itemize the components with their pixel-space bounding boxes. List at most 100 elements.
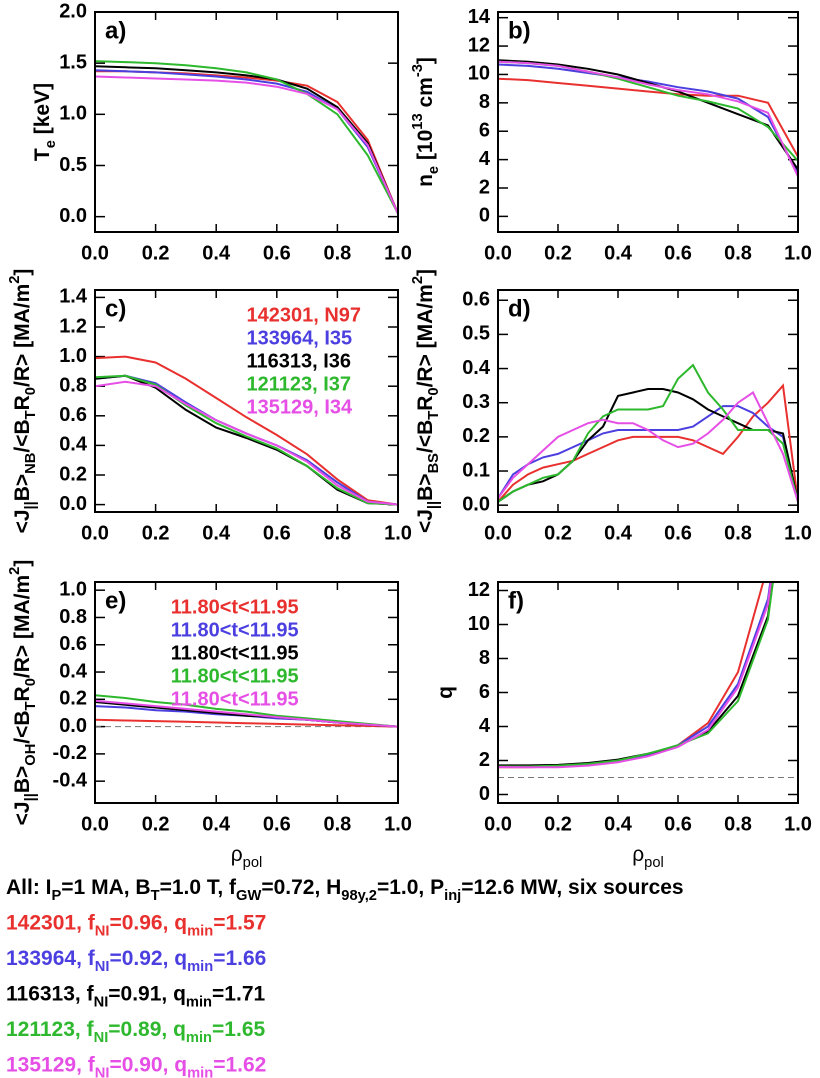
x-tick-label: 1.0 bbox=[384, 813, 412, 835]
y-tick-label: 10 bbox=[468, 613, 490, 635]
y-tick-label: 14 bbox=[468, 6, 491, 28]
y-axis-label: <J||B>BS/<BTR0/R> [MA/m2] bbox=[410, 269, 442, 533]
text-part: NI bbox=[95, 959, 110, 975]
plot-area bbox=[95, 694, 398, 728]
x-tick-label: 0.4 bbox=[604, 813, 633, 835]
y-tick-label: 2 bbox=[479, 749, 490, 771]
text-part: =0.91, q bbox=[108, 982, 186, 1005]
series-line bbox=[498, 582, 765, 769]
x-tick-label: 0.2 bbox=[544, 242, 572, 264]
text-part: =1.71 bbox=[212, 982, 265, 1005]
series-line bbox=[498, 405, 798, 503]
y-tick-label: 0.0 bbox=[59, 493, 87, 515]
y-axis-label: ne [1013 cm-3] bbox=[410, 57, 442, 187]
x-tick-label: 0.8 bbox=[323, 242, 351, 264]
x-tick-label: 1.0 bbox=[384, 522, 412, 544]
series-line bbox=[95, 374, 398, 506]
x-tick-label: 0.4 bbox=[604, 242, 633, 264]
text-part: =1.0 T, f bbox=[160, 876, 237, 899]
text-part: min bbox=[187, 1065, 213, 1078]
series-line bbox=[95, 718, 398, 728]
series-line bbox=[498, 582, 774, 768]
text-part: n bbox=[414, 174, 437, 187]
x-tick-label: 0.6 bbox=[263, 813, 291, 835]
text-part: cm bbox=[414, 77, 437, 113]
text-part: ] bbox=[11, 560, 34, 567]
panel-label: d) bbox=[508, 295, 531, 322]
text-part: =1.0, P bbox=[377, 876, 444, 899]
series-line bbox=[95, 69, 398, 215]
y-tick-label: 1.4 bbox=[59, 286, 88, 308]
text-part: NI bbox=[94, 1030, 109, 1046]
x-tick-label: 0.2 bbox=[544, 813, 572, 835]
y-tick-label: 0.8 bbox=[59, 606, 87, 628]
plot-area bbox=[95, 60, 398, 215]
text-part: /<B bbox=[11, 710, 34, 743]
plot-frame bbox=[94, 289, 399, 513]
y-tick-label: 0.3 bbox=[462, 391, 490, 413]
legend-entry: 133964, I35 bbox=[247, 327, 353, 349]
plot-frame bbox=[497, 289, 799, 513]
text-part: 135129, f bbox=[6, 1053, 96, 1076]
y-tick-label: 1.0 bbox=[59, 103, 87, 125]
text-part: 98y,2 bbox=[341, 888, 377, 904]
text-part: ρ bbox=[231, 843, 243, 866]
text-part: 2 bbox=[7, 567, 23, 575]
y-tick-label: 0.2 bbox=[59, 463, 87, 485]
x-tick-label: 0.0 bbox=[81, 242, 109, 264]
text-part: /<B bbox=[414, 420, 437, 453]
footer-line: 116313, fNI=0.91, qmin=1.71 bbox=[6, 982, 266, 1010]
text-part: 121123, f bbox=[6, 1018, 95, 1041]
series-line bbox=[498, 582, 774, 767]
text-part: R bbox=[11, 395, 34, 410]
text-part: e bbox=[43, 140, 59, 148]
footer-line: All: IP=1 MA, BT=1.0 T, fGW=0.72, H98y,2… bbox=[6, 876, 684, 904]
text-part: NB bbox=[23, 453, 39, 474]
text-part: =0.92, q bbox=[109, 947, 187, 970]
x-tick-label: 0.8 bbox=[724, 242, 752, 264]
series-line bbox=[95, 70, 398, 214]
plot-area bbox=[498, 582, 774, 769]
text-part: T bbox=[23, 701, 39, 710]
text-part: /<B bbox=[11, 419, 34, 452]
x-tick-label: 0.0 bbox=[81, 813, 109, 835]
text-part: ] bbox=[414, 269, 437, 276]
y-axis-label: <J||B>NB/<BTR0/R> [MA/m2] bbox=[7, 269, 39, 534]
text-part: B> bbox=[11, 474, 34, 501]
text-part: 142301, f bbox=[6, 911, 96, 934]
y-tick-label: 2.0 bbox=[59, 0, 87, 22]
plot-frame bbox=[497, 11, 799, 233]
footer-line: 142301, fNI=0.96, qmin=1.57 bbox=[6, 911, 266, 939]
y-tick-label: 0.1 bbox=[462, 459, 490, 481]
text-part: <J bbox=[11, 801, 34, 825]
text-part: =0.90, q bbox=[109, 1053, 187, 1076]
series-line bbox=[95, 694, 398, 728]
y-tick-label: 1.0 bbox=[59, 578, 87, 600]
series-line bbox=[95, 380, 398, 506]
legend-entry: 11.80<t<11.95 bbox=[171, 642, 299, 664]
y-tick-label: 8 bbox=[479, 647, 490, 669]
text-part: R bbox=[414, 396, 437, 411]
y-tick-label: -0.4 bbox=[53, 769, 88, 791]
x-tick-label: 0.8 bbox=[724, 522, 752, 544]
text-part: NI bbox=[95, 1065, 110, 1078]
text-part: /R> [MA/m bbox=[414, 284, 437, 387]
series-line bbox=[95, 60, 398, 215]
legend-entry: 11.80<t<11.95 bbox=[171, 619, 299, 641]
text-part: NI bbox=[94, 994, 109, 1010]
text-part: R bbox=[11, 686, 34, 701]
text-part: P bbox=[52, 888, 62, 904]
text-part: 0 bbox=[23, 678, 39, 686]
y-tick-label: 0.6 bbox=[462, 289, 490, 311]
y-tick-label: 0.4 bbox=[462, 357, 491, 379]
series-line bbox=[95, 355, 398, 506]
x-tick-label: 0.6 bbox=[664, 522, 692, 544]
x-tick-label: 0.4 bbox=[604, 522, 633, 544]
legend-entry: 142301, N97 bbox=[247, 304, 362, 326]
text-part: =0.96, q bbox=[109, 911, 187, 934]
text-part: T bbox=[151, 888, 160, 904]
legend-entry: 11.80<t<11.95 bbox=[171, 665, 299, 687]
x-tick-label: 0.2 bbox=[142, 242, 170, 264]
x-tick-label: 0.0 bbox=[81, 522, 109, 544]
